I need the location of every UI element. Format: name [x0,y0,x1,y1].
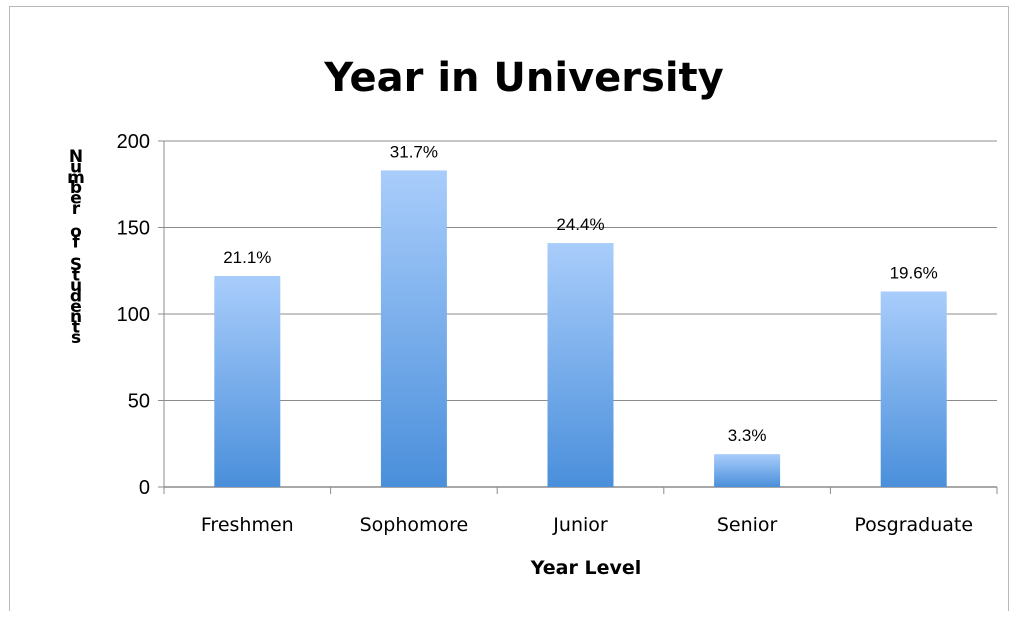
data-label-junior: 24.4% [556,215,604,234]
bar-chart: Year in University 0 50 100 150 200 21.1% Fre… [67,55,998,579]
x-axis-label: Year Level [530,557,641,579]
bar-sophomore [380,170,447,487]
data-label-freshmen: 21.1% [223,248,271,267]
category-label-sophomore: Sophomore [360,514,469,536]
y-tick-label: 50 [128,391,150,413]
y-tick-label: 100 [117,304,150,326]
data-label-posgraduate: 19.6% [890,264,938,283]
category-label-junior: Junior [552,514,608,536]
bar-senior [714,454,781,487]
category-label-senior: Senior [717,514,778,536]
y-tick-label: 0 [139,477,150,499]
bar-posgraduate [880,291,947,487]
data-label-sophomore: 31.7% [390,142,438,161]
y-tick-label: 150 [117,218,150,240]
bar-freshmen [214,275,281,487]
category-label-posgraduate: Posgraduate [854,514,973,536]
data-label-senior: 3.3% [728,426,767,445]
category-label-freshmen: Freshmen [201,514,294,536]
chart-title: Year in University [323,55,724,101]
y-tick-label: 200 [117,131,150,153]
bar-junior [547,243,614,487]
chart-frame: Year in University 0 50 100 150 200 21.1% Fre… [9,6,1009,611]
